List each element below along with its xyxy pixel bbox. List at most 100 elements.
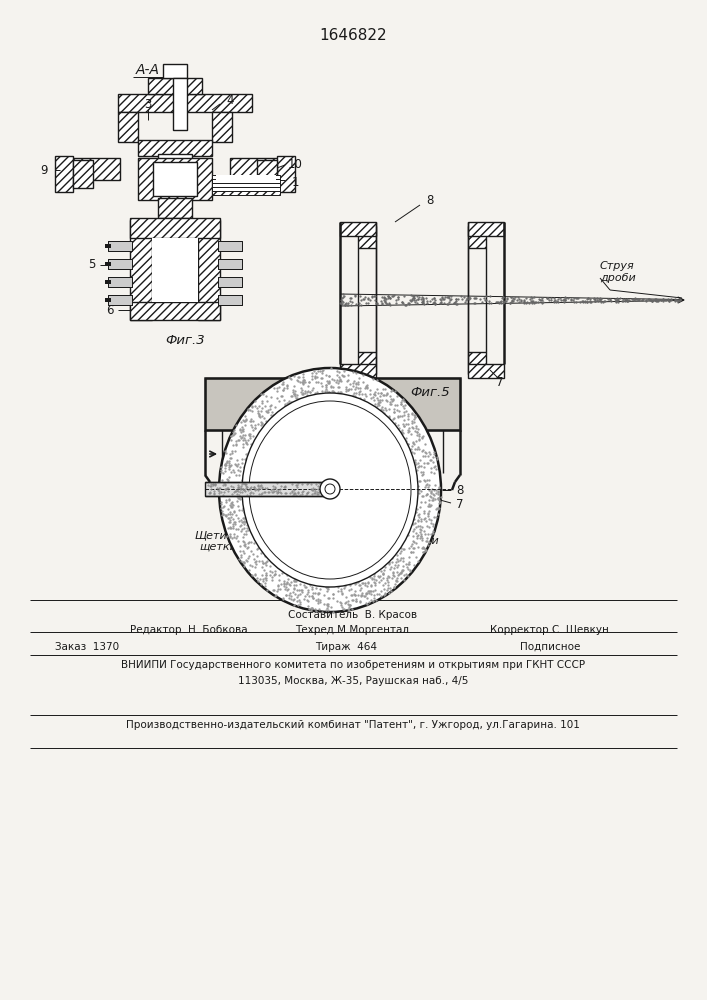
Bar (130, 218, 220, 238)
Point (256, 480, 267, 496)
Point (209, 485, 220, 501)
Point (307, 480, 318, 496)
Point (262, 480, 273, 496)
Bar (218, 241, 242, 251)
Point (306, 482, 317, 498)
Text: Редактор  Н. Бобкова: Редактор Н. Бобкова (130, 625, 247, 635)
Point (301, 485, 312, 501)
Bar (108, 277, 132, 287)
Point (313, 484, 325, 500)
Text: 8: 8 (456, 484, 464, 496)
Point (308, 482, 319, 498)
Point (217, 487, 228, 503)
Ellipse shape (219, 368, 441, 612)
Bar (105, 244, 111, 248)
Bar (108, 259, 132, 269)
Point (235, 484, 246, 500)
Point (287, 476, 298, 492)
Point (206, 481, 217, 497)
Point (218, 477, 229, 493)
Point (205, 476, 216, 492)
Text: 6: 6 (106, 304, 114, 316)
Bar (218, 295, 242, 305)
Bar (105, 298, 111, 302)
Point (256, 485, 267, 501)
Point (227, 486, 238, 502)
Point (255, 477, 267, 493)
Point (271, 483, 282, 499)
Point (252, 482, 264, 498)
Point (204, 484, 215, 500)
Point (269, 479, 281, 495)
Bar (158, 154, 192, 172)
Point (239, 476, 250, 492)
Bar (105, 280, 111, 284)
Point (288, 482, 300, 498)
Bar (340, 222, 376, 236)
Bar (218, 259, 242, 269)
Point (240, 478, 252, 494)
Point (204, 485, 216, 501)
Point (320, 475, 331, 491)
Point (239, 476, 250, 492)
Bar (173, 78, 187, 130)
Point (203, 485, 214, 501)
Text: Корректор С. Шевкун: Корректор С. Шевкун (490, 625, 609, 635)
Text: Тираж  464: Тираж 464 (315, 642, 377, 652)
Point (209, 476, 221, 492)
Point (290, 485, 301, 501)
Point (207, 477, 218, 493)
Text: Производственно-издательский комбинат "Патент", г. Ужгород, ул.Гагарина. 101: Производственно-издательский комбинат "П… (126, 720, 580, 730)
Bar (230, 158, 285, 180)
Bar (218, 259, 242, 269)
Bar (173, 78, 187, 130)
Ellipse shape (249, 401, 411, 579)
Point (218, 475, 230, 491)
Point (313, 484, 325, 500)
Point (313, 475, 325, 491)
Point (315, 478, 327, 494)
Bar (218, 241, 242, 251)
Bar (108, 241, 132, 251)
Point (273, 484, 284, 500)
Point (286, 483, 298, 499)
Point (312, 484, 323, 500)
Point (220, 481, 231, 497)
Bar (108, 277, 132, 287)
Bar (108, 295, 132, 305)
Bar (468, 364, 504, 378)
Point (209, 486, 220, 502)
Point (292, 477, 303, 493)
Point (249, 480, 260, 496)
Point (254, 480, 265, 496)
Point (292, 484, 303, 500)
Bar (277, 156, 295, 192)
Point (236, 476, 247, 492)
Point (259, 480, 270, 496)
Ellipse shape (242, 393, 418, 587)
Text: Фиг.5: Фиг.5 (410, 385, 450, 398)
Point (301, 485, 312, 501)
Point (306, 486, 317, 502)
Bar (130, 220, 152, 320)
Point (312, 478, 324, 494)
Bar (468, 222, 504, 236)
Bar (60, 158, 120, 180)
Point (255, 486, 267, 502)
Bar (212, 112, 232, 142)
Point (267, 484, 279, 500)
Point (271, 485, 283, 501)
Point (240, 476, 251, 492)
Text: Составитель  В. Красов: Составитель В. Красов (288, 610, 418, 620)
Point (245, 481, 256, 497)
Point (233, 483, 244, 499)
Point (315, 478, 326, 494)
Point (268, 483, 279, 499)
Text: 5: 5 (88, 258, 95, 271)
Text: 7: 7 (496, 375, 504, 388)
Point (279, 478, 291, 494)
Bar (105, 262, 111, 266)
Point (258, 484, 269, 500)
Point (239, 483, 250, 499)
Point (270, 480, 281, 496)
